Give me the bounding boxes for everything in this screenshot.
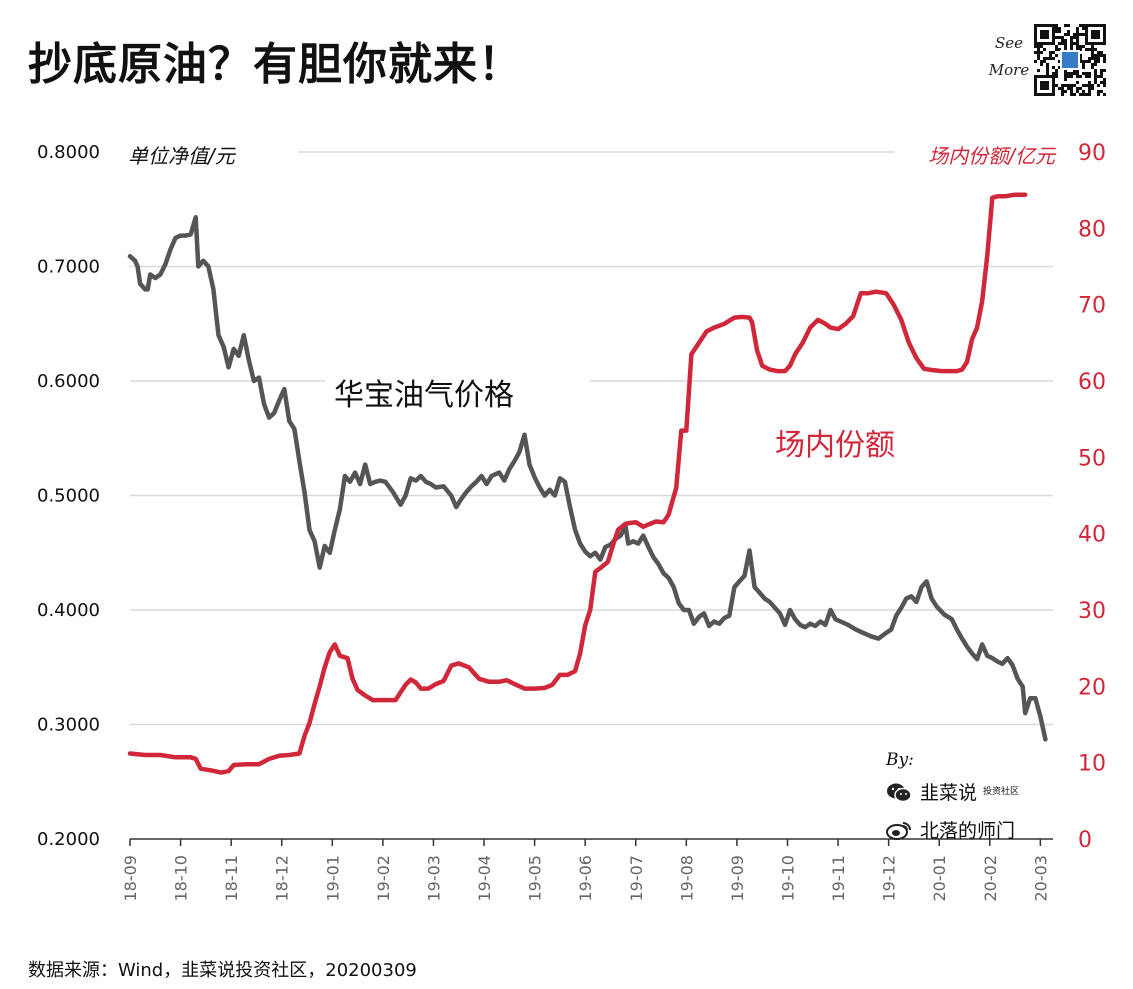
qr-code-icon [1034,24,1106,96]
weibo-icon [886,821,911,840]
y-right-tick-label: 70 [1078,294,1106,319]
x-tick-label: 18-11 [222,855,241,902]
y-left-tick-label: 0.5000 [37,486,100,507]
nav-price-line [127,215,1048,742]
wechat-icon [887,783,912,802]
y-left-tick-label: 0.4000 [37,600,100,621]
y-right-tick-label: 50 [1078,446,1106,471]
x-tick-label: 19-06 [576,855,595,902]
x-tick-label: 19-01 [323,855,342,902]
y-left-tick-label: 0.2000 [37,829,100,850]
x-tick-label: 19-03 [424,855,443,902]
x-tick-label: 19-10 [778,855,797,902]
x-tick-label: 19-05 [526,855,545,902]
see-more-text: See More [988,34,1030,79]
y-right-tick-label: 30 [1078,599,1106,624]
y-right-tick-label: 90 [1078,141,1106,166]
y-right-tick-label: 10 [1078,752,1106,777]
credit-weibo-text: 北落的师门 [920,820,1016,842]
x-tick-label: 19-02 [374,855,393,902]
y-right-tick-label: 40 [1078,523,1106,548]
credit-wechat: 韭菜说 投资社区 [886,778,1020,805]
shares-line [127,192,1028,775]
x-tick-label: 20-03 [1031,855,1050,902]
y-left-tick-label: 0.7000 [37,257,100,278]
x-tick-label: 19-08 [677,855,696,902]
y-left-axis-title: 单位净值/元 [128,144,237,168]
x-tick-label: 18-10 [172,855,191,902]
y-right-tick-label: 0 [1078,828,1092,853]
y-right-tick-label: 20 [1078,675,1106,700]
y-right-tick-label: 80 [1078,217,1106,242]
source-note: 数据来源：Wind，韭菜说投资社区，20200309 [28,960,417,981]
y-left-tick-label: 0.8000 [37,142,100,163]
x-tick-label: 19-09 [728,855,747,902]
x-tick-label: 18-12 [273,855,292,902]
y-right-tick-label: 60 [1078,370,1106,395]
credit-wechat-text: 韭菜说 [920,782,978,804]
shares-series-annotation: 场内份额 [775,428,895,463]
x-tick-label: 20-01 [930,855,949,902]
x-tick-label: 19-11 [829,855,848,902]
x-tick-label: 19-07 [627,855,646,902]
byline: By: [886,750,914,770]
y-left-tick-label: 0.3000 [37,715,100,736]
x-tick-label: 20-02 [981,855,1000,902]
x-tick-label: 19-04 [475,855,494,902]
chart-title: 抄底原油？有胆你就来！ [28,39,523,90]
x-tick-label: 19-12 [880,855,899,902]
y-right-axis-title: 场内份额/亿元 [928,144,1057,168]
credit-weibo: 北落的师门 [886,816,1015,843]
credit-wechat-suffix: 投资社区 [983,786,1020,797]
y-left-tick-label: 0.6000 [37,371,100,392]
x-tick-label: 18-09 [121,855,140,902]
nav-series-annotation: 华宝油气价格 [334,378,514,413]
